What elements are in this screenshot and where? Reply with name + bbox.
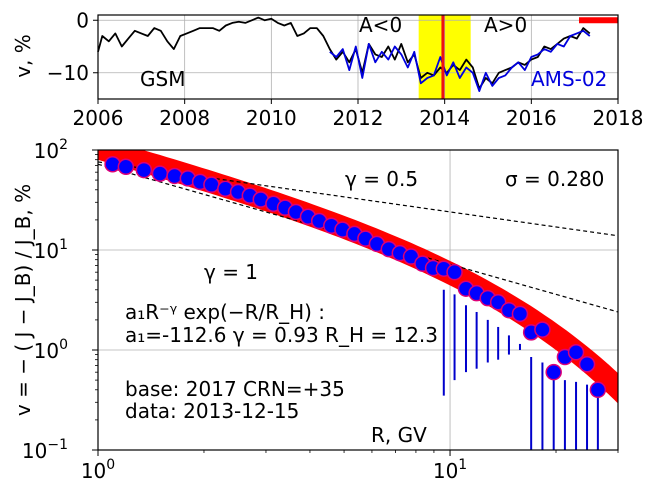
fit-params-label: a₁=-112.6 γ = 0.93 R_H = 12.3 <box>125 323 438 347</box>
data-point <box>511 305 529 323</box>
time-ytick-label: −10 <box>47 61 89 85</box>
data-point <box>545 363 562 381</box>
data-point <box>135 161 153 179</box>
time-xtick-label: 2006 <box>73 106 124 130</box>
data-point <box>589 381 607 399</box>
ams-series-line <box>329 29 591 92</box>
spectrum-xlabel: R, GV <box>371 423 427 447</box>
data-point <box>578 356 596 373</box>
spectrum-axes-frame <box>97 149 619 451</box>
time-ytick-label: 0 <box>76 8 89 32</box>
a-negative-label: A<0 <box>359 13 402 37</box>
time-xtick-label: 2010 <box>246 106 297 130</box>
spectrum-ytick-label: 102 <box>34 137 68 163</box>
gsm-label: GSM <box>140 67 185 91</box>
time-ticks: 2006 2008 2010 2012 2014 2016 2018 0 −10 <box>47 8 644 130</box>
time-xtick-label: 2012 <box>333 106 384 130</box>
time-series-chart: 2006 2008 2010 2012 2014 2016 2018 0 −10 GSM AMS… <box>11 8 643 130</box>
gamma-one-label: γ = 1 <box>204 260 258 284</box>
sigma-label: σ = 0.280 <box>505 167 604 191</box>
time-grid <box>97 15 619 99</box>
time-xtick-label: 2018 <box>593 106 644 130</box>
spectrum-ytick-label: 100 <box>34 337 68 363</box>
ams-label: AMS-02 <box>531 67 607 91</box>
data-point <box>104 156 121 173</box>
spectrum-ticks: 100 101 10−1 100 101 102 <box>22 137 619 483</box>
data-date-label: data: 2013-12-15 <box>125 399 299 423</box>
base-label: base: 2017 CRN=+35 <box>125 377 345 401</box>
data-point <box>166 167 183 185</box>
gamma-half-label: γ = 0.5 <box>345 167 418 191</box>
spectrum-ylabel: v = − ( J − J_B) / J_B, % <box>11 184 35 416</box>
data-points-layer <box>104 156 607 399</box>
time-xtick-label: 2008 <box>159 106 210 130</box>
spectrum-xtick-label: 101 <box>433 457 467 483</box>
time-ylabel: v, % <box>11 34 35 78</box>
time-xtick-label: 2014 <box>419 106 470 130</box>
data-point <box>534 321 551 338</box>
data-point <box>567 343 585 361</box>
reference-line-gamma-1 <box>98 163 618 313</box>
spectrum-xtick-label: 100 <box>81 457 115 483</box>
marker-layer <box>441 15 618 99</box>
spectrum-ytick-label: 10−1 <box>22 437 68 463</box>
fit-formula-label: a₁R⁻ᵞ exp(−R/R_H) : <box>125 300 325 324</box>
data-point <box>151 165 169 182</box>
data-point <box>446 263 463 281</box>
spectrum-ytick-label: 101 <box>34 237 68 263</box>
data-point <box>117 158 135 175</box>
rigidity-spectrum-chart: 100 101 10−1 100 101 102 γ = 0.5 σ = 0.280 γ … <box>11 137 619 483</box>
time-series-layer <box>97 16 591 92</box>
time-xtick-label: 2016 <box>506 106 557 130</box>
error-bars-layer <box>442 289 599 450</box>
a-positive-label: A>0 <box>484 13 527 37</box>
data-point <box>203 176 220 193</box>
